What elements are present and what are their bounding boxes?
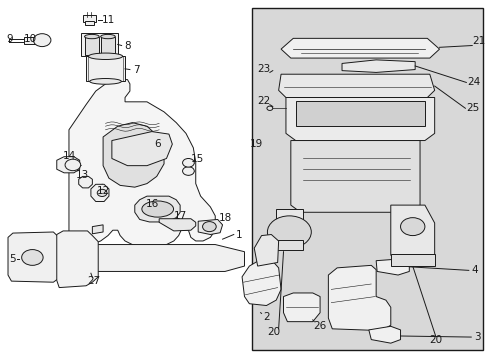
- Polygon shape: [290, 140, 419, 212]
- Ellipse shape: [88, 53, 122, 59]
- Text: 20: 20: [266, 327, 280, 337]
- Text: 8: 8: [124, 41, 130, 50]
- Polygon shape: [81, 33, 118, 56]
- Circle shape: [267, 216, 311, 248]
- Polygon shape: [198, 220, 222, 234]
- Polygon shape: [278, 74, 434, 98]
- Bar: [24, 37, 36, 44]
- Polygon shape: [86, 56, 125, 81]
- Circle shape: [400, 218, 424, 235]
- Circle shape: [182, 158, 194, 167]
- Polygon shape: [390, 253, 434, 266]
- Ellipse shape: [89, 78, 121, 84]
- Polygon shape: [82, 15, 96, 22]
- Polygon shape: [69, 80, 215, 259]
- Polygon shape: [112, 132, 172, 166]
- Polygon shape: [84, 22, 94, 25]
- Text: 22: 22: [257, 96, 270, 106]
- Polygon shape: [242, 259, 281, 306]
- Polygon shape: [92, 225, 103, 234]
- Text: 16: 16: [146, 199, 159, 210]
- Polygon shape: [91, 184, 109, 202]
- Polygon shape: [390, 205, 434, 255]
- Polygon shape: [328, 265, 390, 330]
- Text: 15: 15: [190, 154, 203, 164]
- Text: 19: 19: [249, 139, 262, 149]
- Ellipse shape: [101, 35, 115, 39]
- Polygon shape: [8, 232, 58, 282]
- Circle shape: [65, 159, 81, 171]
- Polygon shape: [57, 231, 98, 288]
- Polygon shape: [135, 196, 180, 222]
- Circle shape: [182, 167, 194, 175]
- Polygon shape: [295, 101, 424, 126]
- Polygon shape: [103, 123, 163, 187]
- Polygon shape: [76, 244, 244, 271]
- Text: 3: 3: [473, 332, 480, 342]
- Text: 24: 24: [466, 77, 479, 87]
- Polygon shape: [57, 157, 80, 173]
- Polygon shape: [101, 37, 115, 55]
- Bar: [251, 8, 483, 350]
- Text: 5: 5: [10, 254, 16, 264]
- Text: 12: 12: [96, 186, 109, 197]
- Polygon shape: [341, 60, 414, 72]
- Polygon shape: [283, 293, 320, 321]
- Polygon shape: [368, 326, 400, 343]
- Text: 27: 27: [87, 276, 101, 286]
- Circle shape: [33, 34, 51, 46]
- Text: 18: 18: [218, 213, 231, 222]
- Text: 20: 20: [428, 334, 441, 345]
- Text: 4: 4: [470, 265, 477, 275]
- Polygon shape: [276, 240, 303, 250]
- Polygon shape: [375, 259, 408, 275]
- Circle shape: [21, 249, 43, 265]
- Ellipse shape: [84, 35, 99, 39]
- Ellipse shape: [142, 201, 173, 217]
- Text: 7: 7: [133, 64, 139, 75]
- Polygon shape: [285, 98, 434, 140]
- Text: 23: 23: [257, 64, 270, 74]
- Polygon shape: [276, 209, 303, 241]
- Circle shape: [97, 189, 107, 197]
- Text: 10: 10: [23, 35, 37, 44]
- Text: 2: 2: [263, 312, 269, 322]
- Text: 21: 21: [471, 36, 484, 46]
- Circle shape: [266, 106, 272, 111]
- Circle shape: [202, 222, 216, 231]
- Text: 11: 11: [101, 15, 114, 26]
- Text: 1: 1: [235, 230, 242, 239]
- Polygon shape: [281, 39, 439, 58]
- Text: 14: 14: [62, 150, 76, 161]
- Text: 13: 13: [76, 170, 89, 180]
- Polygon shape: [79, 176, 92, 188]
- Text: 25: 25: [465, 103, 478, 113]
- Text: 6: 6: [154, 139, 161, 149]
- Text: 26: 26: [312, 321, 325, 331]
- Text: 9: 9: [6, 35, 13, 44]
- Polygon shape: [159, 219, 195, 231]
- Polygon shape: [84, 37, 99, 55]
- Text: 17: 17: [173, 211, 186, 221]
- Polygon shape: [254, 234, 278, 266]
